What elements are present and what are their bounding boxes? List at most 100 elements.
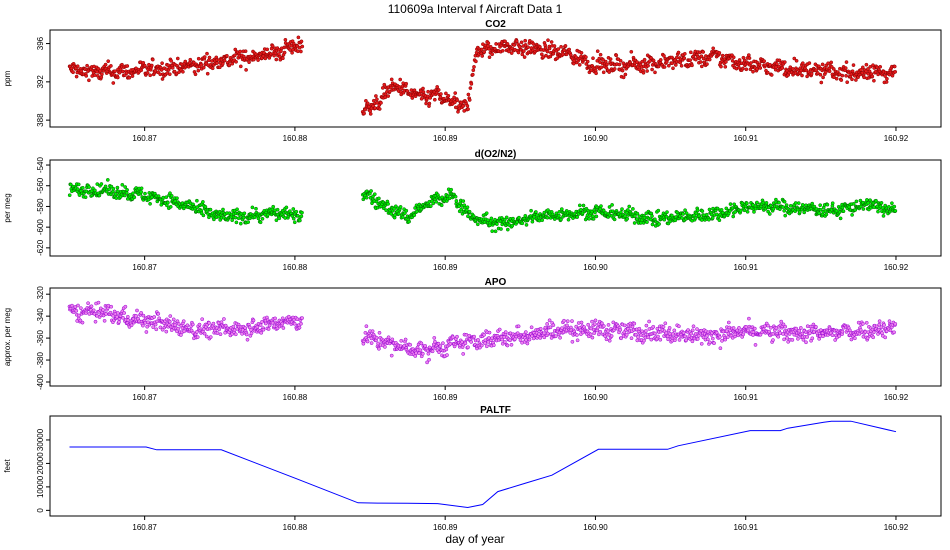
y-tick-label: 20000 xyxy=(36,452,45,475)
data-point xyxy=(200,317,205,322)
data-point xyxy=(810,326,814,331)
data-point xyxy=(282,50,287,55)
data-point xyxy=(79,306,83,311)
data-point xyxy=(363,107,368,112)
data-point xyxy=(275,207,280,212)
data-point xyxy=(881,214,886,218)
data-point xyxy=(893,209,898,213)
plot-frame-d-o2-n2 xyxy=(49,159,942,257)
panel-apo: APO 160.87 160.88 160.89 160.90 160.91 160.92 -… xyxy=(3,277,942,402)
data-point xyxy=(139,186,144,191)
data-point xyxy=(486,41,491,46)
data-point xyxy=(281,56,285,61)
data-point xyxy=(558,335,562,340)
data-point xyxy=(87,78,91,83)
data-point xyxy=(74,308,79,313)
data-point xyxy=(83,195,88,200)
data-point xyxy=(779,319,784,324)
data-point xyxy=(76,182,81,187)
data-point xyxy=(598,52,603,57)
data-point xyxy=(849,337,854,342)
data-point xyxy=(693,57,698,62)
data-point xyxy=(290,50,294,55)
data-point xyxy=(621,75,626,80)
x-axis-title: day of year xyxy=(445,532,504,546)
data-point xyxy=(717,218,722,223)
data-point xyxy=(814,207,819,211)
data-point xyxy=(699,341,704,346)
data-point xyxy=(778,331,782,336)
data-point xyxy=(650,214,654,218)
data-point xyxy=(529,208,533,213)
data-point xyxy=(222,317,226,321)
data-point xyxy=(526,45,530,50)
data-point xyxy=(629,336,634,341)
data-point xyxy=(362,111,366,116)
data-point xyxy=(539,52,544,57)
data-point xyxy=(690,63,694,68)
data-point xyxy=(546,38,550,43)
figure-title: 110609a Interval f Aircraft Data 1 xyxy=(388,2,563,16)
data-point xyxy=(263,56,268,61)
data-point xyxy=(700,209,705,213)
data-point xyxy=(831,67,836,71)
data-point xyxy=(482,332,486,337)
data-point xyxy=(599,65,604,70)
data-point xyxy=(868,64,873,69)
data-point xyxy=(230,218,235,223)
data-point xyxy=(746,328,750,333)
data-point xyxy=(885,76,889,81)
data-point xyxy=(511,216,515,221)
data-point xyxy=(742,208,747,213)
data-point xyxy=(767,329,772,334)
data-point xyxy=(410,96,415,100)
data-point xyxy=(839,78,844,82)
data-point xyxy=(595,49,600,54)
data-point xyxy=(577,203,582,208)
data-point xyxy=(723,64,728,69)
data-point xyxy=(169,59,174,63)
data-point xyxy=(682,51,687,56)
data-point xyxy=(101,308,105,312)
data-point xyxy=(547,318,552,323)
data-point xyxy=(783,213,788,218)
data-point xyxy=(783,324,788,329)
data-point xyxy=(843,66,848,70)
data-point xyxy=(197,322,202,327)
data-point xyxy=(465,205,470,210)
y-tick-label: -340 xyxy=(36,308,45,325)
data-point xyxy=(126,318,131,322)
data-point xyxy=(468,86,473,90)
data-point xyxy=(815,71,820,75)
data-point xyxy=(74,74,79,79)
data-point xyxy=(557,209,562,214)
data-point xyxy=(80,320,85,325)
data-point xyxy=(800,73,804,78)
data-point xyxy=(753,343,758,347)
data-point xyxy=(601,57,605,62)
data-point xyxy=(181,319,186,324)
data-point xyxy=(854,78,858,82)
data-point xyxy=(479,47,484,52)
data-point xyxy=(593,322,597,327)
series-apo xyxy=(67,300,898,365)
data-point xyxy=(412,213,417,218)
data-point xyxy=(690,339,695,344)
data-point xyxy=(298,218,302,223)
data-point xyxy=(837,334,842,338)
data-point xyxy=(277,216,282,221)
data-point xyxy=(720,53,725,58)
data-point xyxy=(784,203,789,207)
data-point xyxy=(450,335,455,340)
data-point xyxy=(752,326,757,331)
data-point xyxy=(491,343,496,348)
data-point xyxy=(453,105,458,110)
data-point xyxy=(673,63,678,67)
data-point xyxy=(452,95,456,100)
y-tick-label: -380 xyxy=(36,351,45,368)
data-point xyxy=(594,214,599,219)
data-point xyxy=(667,331,672,336)
data-point xyxy=(490,229,495,234)
data-point xyxy=(740,66,745,71)
data-point xyxy=(516,50,521,55)
